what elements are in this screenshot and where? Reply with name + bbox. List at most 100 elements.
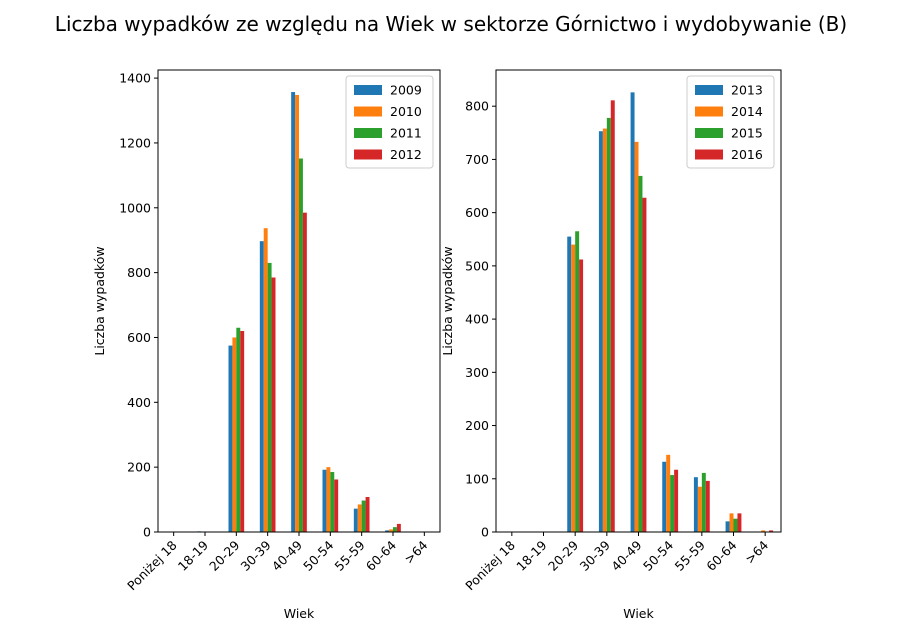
left-y-tick-label: 1200	[119, 135, 151, 150]
right-x-tick-label: 30-39	[577, 537, 613, 573]
left-bar-2011-3	[267, 262, 272, 532]
right-y-axis-label: Liczba wypadków	[440, 246, 455, 355]
left-x-tick-label: Poniżej 18	[124, 537, 180, 593]
right-x-tick-label: 60-64	[703, 537, 739, 573]
right-legend	[686, 75, 775, 169]
left-x-tick-label: 50-54	[300, 537, 336, 573]
right-bar-2013-4	[630, 92, 635, 532]
left-x-tick-label: >64	[401, 537, 430, 566]
left-y-axis-label: Liczba wypadków	[92, 246, 107, 355]
right-bar-2016-7	[737, 513, 742, 532]
right-y-tick-label: 800	[465, 99, 489, 114]
right-y-tick-label: 400	[465, 312, 489, 327]
right-bar-2013-5	[662, 461, 667, 532]
right-bar-2014-2	[571, 244, 576, 532]
right-bar-2013-7	[725, 521, 730, 532]
left-bar-2010-3	[263, 228, 268, 532]
left-bar-2010-4	[295, 94, 299, 533]
right-x-tick-label: >64	[742, 537, 771, 566]
left-bar-2012-5	[334, 479, 339, 532]
right-bar-chart: 0 100 200 300 400 500 600 700 800 Poniżej 1818-19…	[440, 69, 782, 621]
right-legend-swatch-2014	[695, 106, 723, 117]
right-y-tick-label: 600	[465, 205, 489, 220]
left-legend-swatch-2009	[354, 85, 382, 95]
left-y-tick-label: 1000	[119, 200, 151, 215]
left-y-tick-label: 200	[127, 460, 151, 475]
right-legend-swatch-2015	[695, 128, 723, 138]
left-legend-label-2010: 2010	[390, 104, 422, 119]
right-bar-2014-4	[634, 141, 639, 532]
left-legend-label-2012: 2012	[390, 147, 422, 162]
left-bar-2012-2	[240, 330, 245, 532]
left-bar-2011-6	[361, 500, 366, 532]
left-bar-2011-4	[299, 158, 303, 532]
left-y-tick-label: 400	[127, 395, 151, 410]
left-bar-2011-7	[393, 527, 397, 532]
right-bar-2014-3	[602, 128, 607, 533]
right-legend-swatch-2013	[695, 85, 723, 95]
left-bar-2009-3	[259, 241, 264, 532]
left-bar-2012-4	[302, 212, 307, 532]
right-bar-2015-6	[701, 472, 706, 532]
left-y-tick-label: 800	[127, 265, 151, 280]
right-legend-label-2014: 2014	[731, 104, 763, 119]
right-bar-2014-7	[729, 513, 734, 532]
right-bar-2015-5	[670, 475, 675, 532]
right-legend-swatch-2016	[695, 149, 723, 160]
left-y-tick-label: 1400	[119, 71, 151, 86]
left-bar-2009-6	[353, 508, 358, 532]
right-bar-2015-7	[733, 518, 738, 532]
left-x-tick-label: 40-49	[269, 537, 305, 573]
left-legend-swatch-2012	[354, 149, 382, 160]
left-bar-2010-5	[326, 467, 331, 532]
right-bar-2016-3	[610, 100, 615, 532]
right-bar-2014-8	[761, 530, 766, 532]
right-bar-2016-8	[769, 530, 774, 532]
left-bar-2009-2	[228, 345, 233, 532]
right-bar-2016-6	[705, 480, 710, 532]
left-legend	[345, 75, 434, 169]
left-bar-2012-3	[271, 277, 276, 532]
left-bar-2009-5	[322, 469, 327, 532]
right-y-tick-label: 700	[465, 152, 489, 167]
right-bar-2013-3	[598, 131, 603, 532]
right-bar-2013-2	[567, 236, 572, 532]
left-x-tick-label: 18-19	[175, 537, 211, 573]
left-x-axis-label: Wiek	[284, 606, 315, 621]
right-y-tick-label: 200	[465, 418, 489, 433]
right-x-tick-label: 40-49	[608, 537, 644, 573]
right-bar-2015-4	[638, 175, 643, 533]
left-legend-label-2011: 2011	[390, 126, 422, 141]
right-bar-2016-4	[642, 197, 647, 533]
left-bar-2012-6	[365, 496, 370, 532]
right-y-tick-label: 100	[465, 471, 489, 486]
right-bar-2015-2	[575, 231, 580, 532]
left-bar-2010-2	[232, 337, 237, 532]
left-x-tick-label: 55-59	[331, 537, 367, 573]
left-bar-2011-2	[236, 327, 241, 532]
right-bar-2014-6	[697, 486, 702, 532]
left-legend-swatch-2010	[354, 106, 382, 117]
right-x-tick-label: 55-59	[672, 537, 708, 573]
right-x-tick-label: 18-19	[513, 537, 549, 573]
left-bar-2010-7	[389, 529, 393, 532]
left-bar-2012-7	[396, 523, 401, 532]
figure-title: Liczba wypadków ze względu na Wiek w sek…	[55, 12, 847, 36]
left-x-tick-label: 30-39	[237, 537, 273, 573]
right-x-tick-label: 50-54	[640, 537, 676, 573]
left-legend-label-2009: 2009	[390, 83, 422, 98]
right-y-tick-label: 300	[465, 365, 489, 380]
right-bar-2014-5	[666, 454, 671, 532]
right-bar-2015-3	[606, 117, 611, 533]
left-y-tick-label: 0	[143, 525, 151, 540]
right-x-tick-label: Poniżej 18	[462, 537, 518, 593]
left-bar-2009-7	[385, 530, 390, 532]
right-bar-2013-6	[693, 477, 698, 532]
left-bar-2010-6	[357, 504, 362, 532]
left-x-tick-label: 60-64	[363, 537, 399, 573]
left-legend-swatch-2011	[354, 128, 382, 138]
left-bar-chart: 0 200 400 600 800 1000 1200 1400 Poniżej 1818-19…	[92, 69, 441, 621]
left-bar-2009-4	[291, 92, 296, 533]
right-y-tick-label: 500	[465, 258, 489, 273]
